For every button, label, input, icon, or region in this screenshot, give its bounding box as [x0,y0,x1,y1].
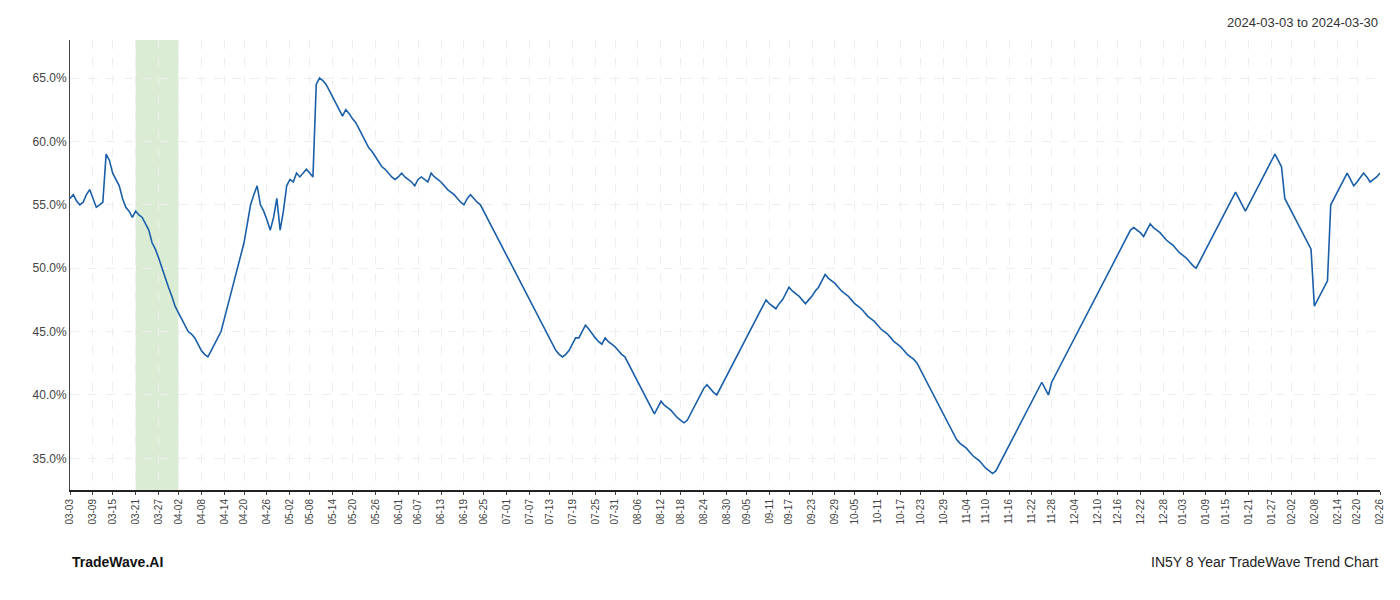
svg-text:65.0%: 65.0% [33,71,67,85]
svg-text:02-02: 02-02 [1286,499,1297,525]
svg-text:05-14: 05-14 [327,499,338,525]
svg-text:04-26: 04-26 [261,499,272,525]
svg-text:03-21: 03-21 [130,499,141,525]
svg-text:09-05: 09-05 [741,499,752,525]
svg-text:05-20: 05-20 [347,499,358,525]
svg-text:06-07: 06-07 [412,499,423,525]
svg-text:12-22: 12-22 [1135,499,1146,525]
svg-text:2024-03-03 to 2024-03-30: 2024-03-03 to 2024-03-30 [1227,15,1378,30]
svg-text:03-27: 03-27 [153,499,164,525]
svg-text:08-30: 08-30 [721,499,732,525]
svg-text:05-02: 05-02 [284,499,295,525]
svg-text:07-07: 07-07 [524,499,535,525]
svg-text:12-04: 12-04 [1069,499,1080,525]
svg-text:12-10: 12-10 [1092,499,1103,525]
svg-text:08-06: 08-06 [632,499,643,525]
svg-text:08-18: 08-18 [675,499,686,525]
svg-text:11-16: 11-16 [1003,499,1014,524]
svg-text:35.0%: 35.0% [33,452,67,466]
svg-text:40.0%: 40.0% [33,388,67,402]
svg-text:IN5Y 8 Year TradeWave Trend Ch: IN5Y 8 Year TradeWave Trend Chart [1151,554,1378,570]
svg-text:11-10: 11-10 [980,499,991,524]
svg-text:03-15: 03-15 [107,499,118,525]
svg-text:12-28: 12-28 [1158,499,1169,525]
svg-text:04-02: 04-02 [173,499,184,525]
svg-text:09-29: 09-29 [829,499,840,525]
svg-text:09-17: 09-17 [783,499,794,525]
svg-text:10-05: 10-05 [849,499,860,525]
svg-text:06-19: 06-19 [458,499,469,525]
svg-text:06-25: 06-25 [478,499,489,525]
svg-text:11-22: 11-22 [1026,499,1037,524]
svg-text:02-20: 02-20 [1351,499,1362,525]
svg-text:45.0%: 45.0% [33,325,67,339]
svg-text:07-13: 07-13 [544,499,555,525]
svg-text:01-03: 01-03 [1177,499,1188,525]
svg-text:07-25: 07-25 [590,499,601,525]
svg-text:04-08: 04-08 [196,499,207,525]
svg-text:10-23: 10-23 [915,499,926,525]
svg-text:08-12: 08-12 [655,499,666,525]
svg-text:05-08: 05-08 [304,499,315,525]
svg-text:TradeWave.AI: TradeWave.AI [72,554,163,570]
svg-text:50.0%: 50.0% [33,261,67,275]
svg-text:03-03: 03-03 [64,499,75,525]
svg-text:01-09: 01-09 [1200,499,1211,525]
svg-text:06-13: 06-13 [435,499,446,525]
svg-text:01-27: 01-27 [1266,499,1277,525]
svg-text:01-21: 01-21 [1243,499,1254,525]
svg-text:02-14: 02-14 [1332,499,1343,525]
svg-text:05-26: 05-26 [370,499,381,525]
svg-text:09-23: 09-23 [806,499,817,525]
svg-text:01-15: 01-15 [1220,499,1231,525]
svg-text:11-28: 11-28 [1046,499,1057,524]
svg-text:10-29: 10-29 [938,499,949,525]
svg-text:04-20: 04-20 [238,499,249,525]
svg-text:02-26: 02-26 [1374,499,1385,525]
svg-text:08-24: 08-24 [698,499,709,525]
svg-text:06-01: 06-01 [393,499,404,525]
svg-text:10-11: 10-11 [872,499,883,524]
svg-text:11-04: 11-04 [961,499,972,524]
svg-text:03-09: 03-09 [87,499,98,525]
svg-text:12-16: 12-16 [1112,499,1123,525]
svg-text:07-31: 07-31 [609,499,620,525]
svg-text:55.0%: 55.0% [33,198,67,212]
svg-text:07-01: 07-01 [501,499,512,525]
svg-text:07-19: 07-19 [567,499,578,525]
svg-text:60.0%: 60.0% [33,135,67,149]
svg-text:10-17: 10-17 [895,499,906,525]
svg-text:02-08: 02-08 [1309,499,1320,525]
svg-text:09-11: 09-11 [764,499,775,524]
svg-text:04-14: 04-14 [219,499,230,525]
